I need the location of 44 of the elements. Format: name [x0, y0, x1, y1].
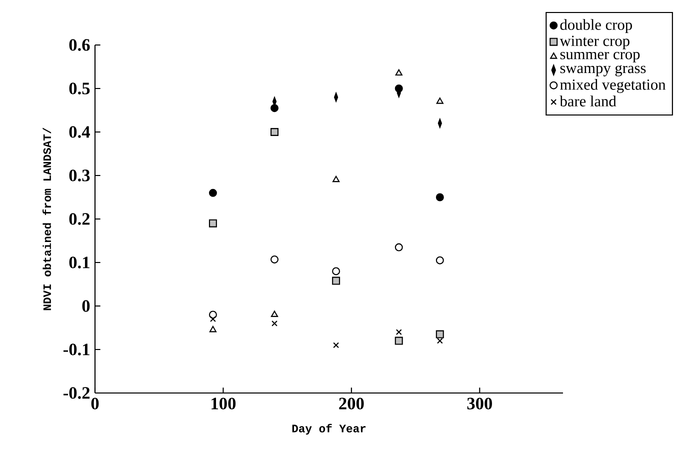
point [208, 219, 217, 228]
legend-label: swampy grass [560, 65, 646, 76]
point [436, 330, 444, 338]
point [270, 104, 279, 112]
x-axis-title: Day of Year [292, 424, 366, 435]
point [332, 276, 340, 285]
y-tick-label: 0.5 [69, 82, 90, 94]
legend-label: winter crop [560, 36, 630, 50]
legend-label: bare land [560, 96, 616, 106]
y-tick-label: 0.6 [69, 39, 90, 51]
y-tick-label: 0 [82, 300, 90, 312]
point [394, 243, 403, 252]
point [332, 267, 340, 276]
x-tick-label: 200 [339, 398, 364, 410]
point [333, 342, 340, 348]
point [436, 193, 444, 202]
point [436, 338, 443, 344]
point [208, 188, 217, 197]
point [270, 128, 279, 136]
point [436, 98, 444, 104]
point [210, 316, 216, 322]
point [395, 69, 402, 76]
point [332, 176, 340, 182]
y-tick-label: -0.1 [63, 344, 90, 356]
y-tick-label: 0.4 [69, 126, 90, 138]
point [436, 256, 444, 264]
point [272, 320, 278, 326]
y-axis-title: NDVI obtained from LANDSAT/ [42, 128, 52, 310]
point [394, 336, 403, 345]
point [270, 310, 278, 317]
x-tick-label: 300 [467, 398, 492, 410]
point [208, 310, 217, 319]
legend-label: double crop [560, 19, 632, 34]
y-tick-label: 0.2 [69, 213, 90, 225]
point [396, 329, 402, 336]
y-tick-label: -0.2 [63, 387, 90, 399]
legend-label: summer crop [560, 52, 640, 62]
y-tick-label: 0.1 [69, 256, 90, 268]
legend-label: mixed vegetation [560, 79, 666, 93]
x-tick-label: 100 [212, 398, 236, 410]
y-tick-label: 0.3 [69, 170, 90, 182]
point [209, 326, 216, 332]
x-tick-label: 0 [91, 398, 99, 410]
point [270, 255, 279, 264]
